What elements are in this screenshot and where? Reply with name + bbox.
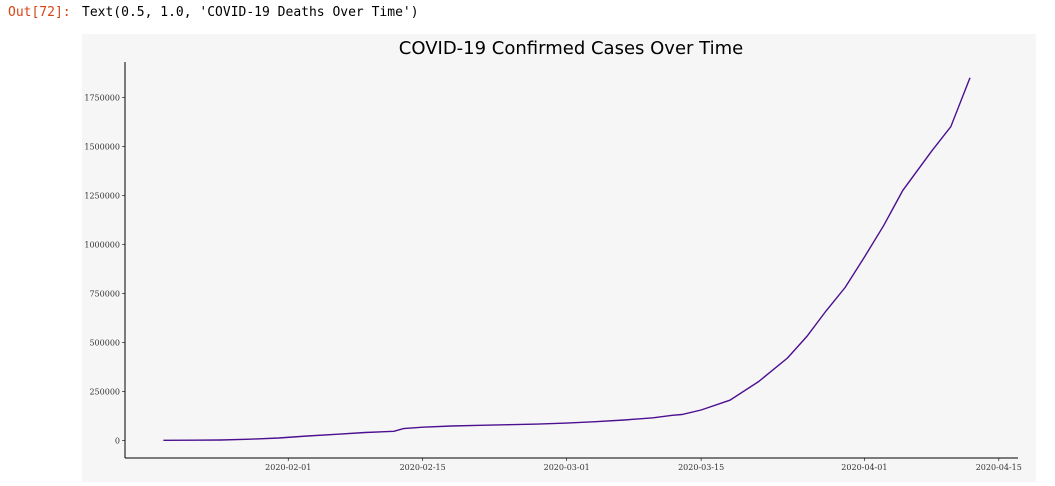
chart-container: COVID-19 Confirmed Cases Over Time 0 2500… <box>82 34 1036 482</box>
x-ticks: 2020-02-01 2020-02-15 2020-03-01 2020-03-15… <box>265 458 1022 472</box>
y-tick-label: 750000 <box>89 289 120 298</box>
y-tick-label: 500000 <box>89 338 120 347</box>
axes-background <box>82 34 1036 482</box>
confirmed-cases-line <box>163 77 971 441</box>
x-tick-label: 2020-04-01 <box>841 463 887 472</box>
line-chart: COVID-19 Confirmed Cases Over Time 0 2500… <box>82 34 1036 482</box>
x-tick-label: 2020-02-15 <box>400 463 446 472</box>
x-tick-label: 2020-04-15 <box>976 463 1022 472</box>
x-tick-label: 2020-02-01 <box>265 463 311 472</box>
x-tick-label: 2020-03-15 <box>678 463 724 472</box>
chart-title: COVID-19 Confirmed Cases Over Time <box>399 38 743 59</box>
y-tick-label: 1500000 <box>84 142 120 151</box>
y-tick-label: 250000 <box>89 387 120 396</box>
output-text: Text(0.5, 1.0, 'COVID-19 Deaths Over Tim… <box>82 5 419 20</box>
y-tick-label: 1750000 <box>84 93 120 102</box>
y-tick-label: 0 <box>115 436 120 445</box>
x-tick-label: 2020-03-01 <box>544 463 590 472</box>
output-prompt: Out[72]: <box>8 5 71 20</box>
y-tick-label: 1250000 <box>84 191 120 200</box>
y-ticks: 0 250000 500000 750000 1000000 1250000 1500000… <box>84 93 125 445</box>
y-tick-label: 1000000 <box>84 240 120 249</box>
